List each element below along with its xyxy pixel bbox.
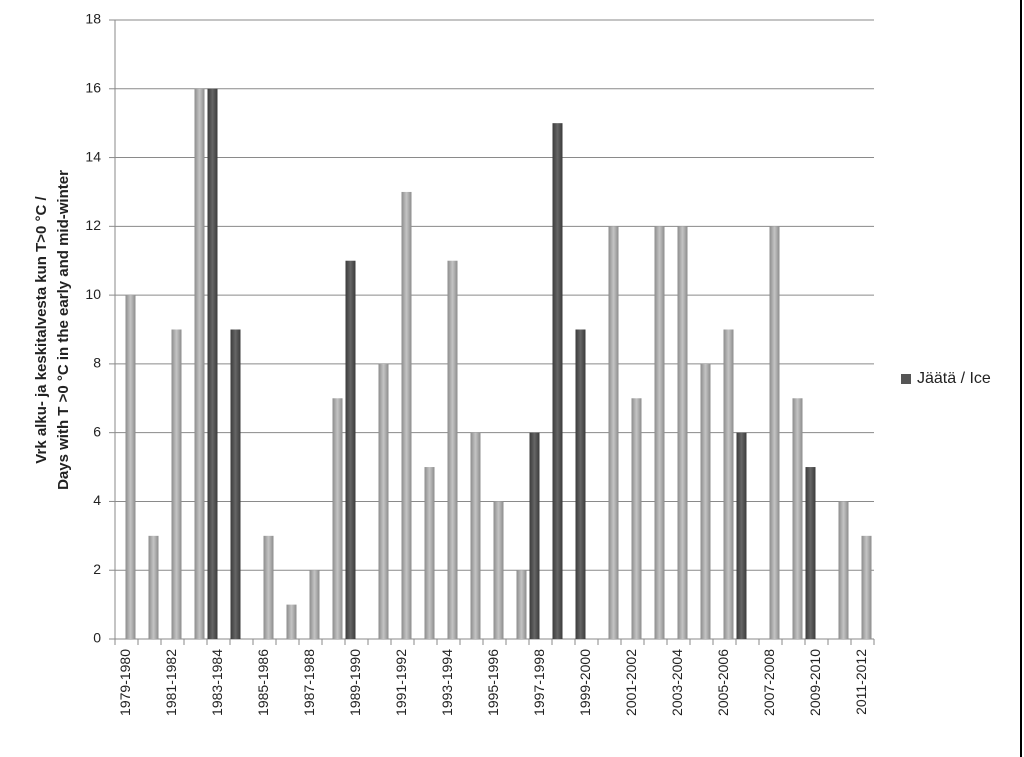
y-tick-label: 0 (93, 630, 101, 646)
bar (447, 260, 458, 639)
bar (286, 604, 297, 639)
bar (378, 363, 389, 639)
x-tick-label: 1997-1998 (531, 649, 547, 716)
bar (424, 467, 435, 639)
bar (171, 329, 182, 639)
x-tick-label: 1991-1992 (393, 649, 409, 716)
x-tick-label: 1993-1994 (439, 649, 455, 716)
bar (207, 88, 218, 640)
bar (608, 226, 619, 640)
y-axis-label: Days with T >0 °C in the early and mid-w… (55, 170, 72, 490)
bar (332, 398, 343, 639)
bar (529, 432, 540, 639)
x-tick-label: 1995-1996 (485, 649, 501, 716)
bar (654, 226, 665, 640)
x-tick-label: 1981-1982 (163, 649, 179, 716)
y-tick-label: 4 (93, 492, 101, 508)
x-tick-label: 2003-2004 (669, 649, 685, 716)
legend-label: Jäätä / Ice (917, 370, 991, 387)
x-tick-label: 1989-1990 (347, 649, 363, 716)
x-tick-label: 1983-1984 (209, 649, 225, 716)
x-tick-label: 1985-1986 (255, 649, 271, 716)
bar (401, 191, 412, 639)
bar (769, 226, 780, 640)
x-tick-label: 2001-2002 (623, 649, 639, 716)
y-tick-label: 16 (85, 79, 101, 95)
x-tick-label: 1987-1988 (301, 649, 317, 716)
y-tick-label: 10 (85, 286, 101, 302)
x-tick-label: 2011-2012 (853, 649, 869, 715)
bar (516, 570, 527, 639)
x-tick-label: 1999-2000 (577, 649, 593, 716)
bar (230, 329, 241, 639)
bar (575, 329, 586, 639)
x-tick-label: 1979-1980 (117, 649, 133, 716)
bar (838, 501, 849, 639)
bar (677, 226, 688, 640)
bar (723, 329, 734, 639)
y-tick-label: 2 (93, 561, 101, 577)
x-tick-label: 2005-2006 (715, 649, 731, 716)
bar (148, 535, 159, 639)
bar (861, 535, 872, 639)
bar (736, 432, 747, 639)
bar (805, 467, 816, 639)
y-tick-label: 8 (93, 355, 101, 371)
bar (125, 295, 136, 639)
bar (792, 398, 803, 639)
y-tick-label: 18 (85, 11, 101, 27)
x-tick-label: 2009-2010 (807, 649, 823, 716)
bar (263, 535, 274, 639)
legend-swatch (901, 374, 911, 384)
bar (493, 501, 504, 639)
y-tick-label: 6 (93, 423, 101, 439)
y-tick-label: 14 (85, 148, 101, 164)
bar (552, 123, 563, 639)
bar (700, 363, 711, 639)
x-tick-label: 2007-2008 (761, 649, 777, 716)
y-axis-label: Vrk alku- ja keskitalvesta kun T>0 °C / (33, 195, 50, 463)
y-tick-label: 12 (85, 217, 101, 233)
bar (631, 398, 642, 639)
bar (309, 570, 320, 639)
bar (470, 432, 481, 639)
bar (345, 260, 356, 639)
bar (194, 88, 205, 640)
